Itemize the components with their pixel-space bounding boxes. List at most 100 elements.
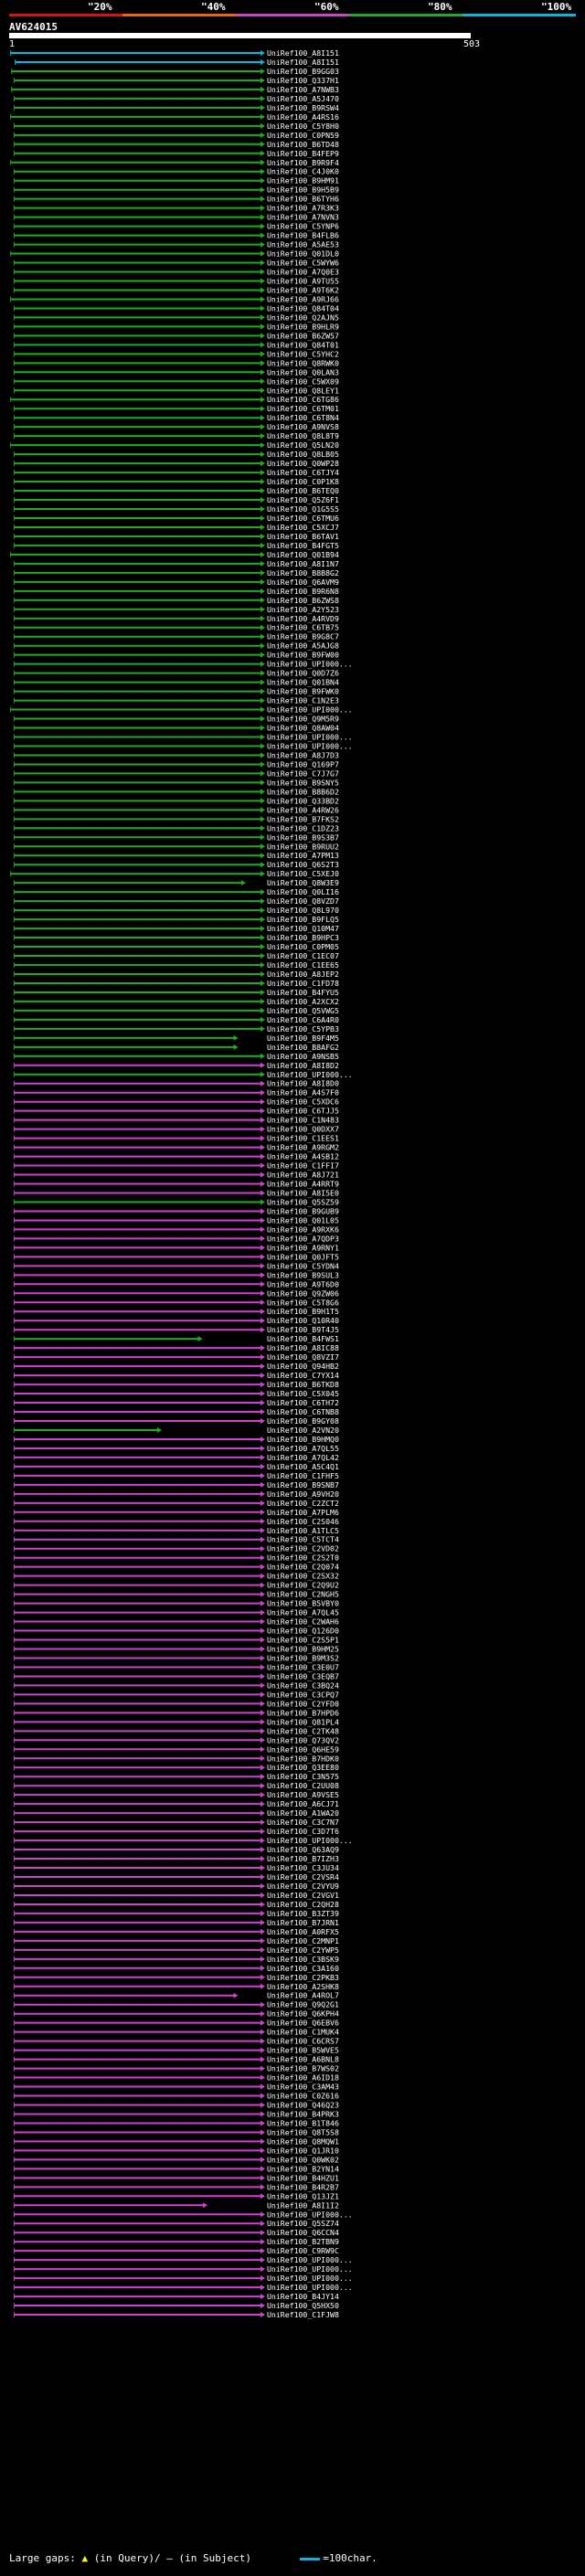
hit-label[interactable]: UniRef100_C1N483 <box>267 1116 339 1125</box>
hit-label[interactable]: UniRef100_A7PLM6 <box>267 1508 339 1517</box>
hit-label[interactable]: UniRef100_Q6S2T3 <box>267 860 339 869</box>
hit-label[interactable]: UniRef100_A6BNL8 <box>267 2055 339 2064</box>
hit-label[interactable]: UniRef100_C1MUK4 <box>267 2028 339 2037</box>
hit-label[interactable]: UniRef100_B9FLQ5 <box>267 915 339 924</box>
hit-label[interactable]: UniRef100_A0RFX5 <box>267 1927 339 1936</box>
hit-label[interactable]: UniRef100_A7PM13 <box>267 851 339 860</box>
hit-label[interactable]: UniRef100_Q5HX50 <box>267 2301 339 2310</box>
hit-label[interactable]: UniRef100_C5WYW6 <box>267 259 339 268</box>
hit-label[interactable]: UniRef100_A8J7D3 <box>267 750 339 759</box>
hit-label[interactable]: UniRef100_C2QH28 <box>267 1900 339 1909</box>
hit-label[interactable]: UniRef100_C3A160 <box>267 1964 339 1973</box>
hit-label[interactable]: UniRef100_C6TB75 <box>267 623 339 632</box>
hit-label[interactable]: UniRef100_C6CRS7 <box>267 2037 339 2046</box>
hit-label[interactable]: UniRef100_C7J7G7 <box>267 769 339 778</box>
hit-label[interactable]: UniRef100_C2VGV1 <box>267 1891 339 1900</box>
hit-label[interactable]: UniRef100_C3CPQ7 <box>267 1690 339 1699</box>
hit-label[interactable]: UniRef100_B7HDK0 <box>267 1754 339 1763</box>
hit-label[interactable]: UniRef100_Q0JFT5 <box>267 1252 339 1261</box>
hit-label[interactable]: UniRef100_A8I8D0 <box>267 1079 339 1088</box>
hit-label[interactable]: UniRef100_C2UU08 <box>267 1781 339 1790</box>
hit-label[interactable]: UniRef100_A9RJ66 <box>267 294 339 303</box>
hit-label[interactable]: UniRef100_C1EE65 <box>267 960 339 970</box>
hit-label[interactable]: UniRef100_B9G8C7 <box>267 632 339 641</box>
hit-label[interactable]: UniRef100_A2SHK8 <box>267 1982 339 1991</box>
hit-label[interactable]: UniRef100_UPI000... <box>267 2210 353 2219</box>
hit-label[interactable]: UniRef100_C3JU34 <box>267 1863 339 1872</box>
hit-label[interactable]: UniRef100_A7QL45 <box>267 1608 339 1617</box>
hit-label[interactable]: UniRef100_C6TH72 <box>267 1398 339 1407</box>
hit-label[interactable]: UniRef100_A6ID18 <box>267 2073 339 2083</box>
hit-label[interactable]: UniRef100_Q8W3E9 <box>267 878 339 887</box>
hit-label[interactable]: UniRef100_A4S7F0 <box>267 1088 339 1097</box>
hit-label[interactable]: UniRef100_B9HM25 <box>267 1645 339 1654</box>
hit-label[interactable]: UniRef100_B7FKS2 <box>267 814 339 823</box>
hit-label[interactable]: UniRef100_C2S046 <box>267 1517 339 1526</box>
hit-label[interactable]: UniRef100_C2MNP1 <box>267 1936 339 1945</box>
hit-label[interactable]: UniRef100_Q5LN20 <box>267 440 339 450</box>
hit-label[interactable]: UniRef100_UPI000... <box>267 2283 353 2292</box>
hit-label[interactable]: UniRef100_C1FJW8 <box>267 2310 339 2319</box>
hit-label[interactable]: UniRef100_B4R2B7 <box>267 2182 339 2191</box>
hit-label[interactable]: UniRef100_A4SB12 <box>267 1152 339 1161</box>
hit-label[interactable]: UniRef100_B3ZT39 <box>267 1909 339 1918</box>
hit-label[interactable]: UniRef100_C9RW9C <box>267 2246 339 2255</box>
hit-label[interactable]: UniRef100_Q9M5R9 <box>267 715 339 724</box>
hit-label[interactable]: UniRef100_Q5SZ74 <box>267 2219 339 2228</box>
hit-label[interactable]: UniRef100_B9SNB7 <box>267 1480 339 1489</box>
hit-label[interactable]: UniRef100_B6ZWS8 <box>267 596 339 605</box>
hit-label[interactable]: UniRef100_A1TLC5 <box>267 1526 339 1535</box>
hit-label[interactable]: UniRef100_C7YX14 <box>267 1371 339 1380</box>
hit-label[interactable]: UniRef100_C1DZ23 <box>267 823 339 832</box>
hit-label[interactable]: UniRef100_C5YDN4 <box>267 1261 339 1270</box>
hit-label[interactable]: UniRef100_A4RS16 <box>267 112 339 122</box>
hit-label[interactable]: UniRef100_C2VYU9 <box>267 1882 339 1891</box>
hit-label[interactable]: UniRef100_UPI000... <box>267 2264 353 2274</box>
hit-label[interactable]: UniRef100_B4HZU1 <box>267 2173 339 2182</box>
hit-label[interactable]: UniRef100_A8I1N7 <box>267 559 339 568</box>
hit-label[interactable]: UniRef100_A4ROL7 <box>267 1991 339 2000</box>
hit-label[interactable]: UniRef100_B9SUL3 <box>267 1270 339 1279</box>
hit-label[interactable]: UniRef100_Q6AVM9 <box>267 578 339 587</box>
hit-label[interactable]: UniRef100_A5AJG8 <box>267 641 339 651</box>
hit-label[interactable]: UniRef100_B9F4M5 <box>267 1034 339 1043</box>
hit-label[interactable]: UniRef100_A7NWB3 <box>267 85 339 94</box>
hit-label[interactable]: UniRef100_B8B6D2 <box>267 787 339 796</box>
hit-label[interactable]: UniRef100_C6TM01 <box>267 404 339 413</box>
hit-label[interactable]: UniRef100_C3AM43 <box>267 2083 339 2092</box>
hit-label[interactable]: UniRef100_Q94HB2 <box>267 1362 339 1371</box>
hit-label[interactable]: UniRef100_A9VH20 <box>267 1489 339 1499</box>
hit-label[interactable]: UniRef100_B9RUU2 <box>267 842 339 851</box>
hit-label[interactable]: UniRef100_C6TMU6 <box>267 514 339 523</box>
hit-label[interactable]: UniRef100_C2S2T0 <box>267 1553 339 1563</box>
hit-label[interactable]: UniRef100_A8I151 <box>267 48 339 58</box>
hit-label[interactable]: UniRef100_C2SX32 <box>267 1572 339 1581</box>
hit-label[interactable]: UniRef100_Q3EE80 <box>267 1763 339 1772</box>
hit-label[interactable]: UniRef100_B9T4J5 <box>267 1325 339 1334</box>
hit-label[interactable]: UniRef100_A5C4Q1 <box>267 1462 339 1471</box>
hit-label[interactable]: UniRef100_B9R6N8 <box>267 587 339 596</box>
hit-label[interactable]: UniRef100_B9H1T5 <box>267 1307 339 1316</box>
hit-label[interactable]: UniRef100_B5WVE5 <box>267 2046 339 2055</box>
hit-label[interactable]: UniRef100_B6TD48 <box>267 140 339 149</box>
hit-label[interactable]: UniRef100_B4FLB6 <box>267 231 339 240</box>
hit-label[interactable]: UniRef100_Q63AQ9 <box>267 1845 339 1854</box>
hit-label[interactable]: UniRef100_B5VBY0 <box>267 1599 339 1608</box>
hit-label[interactable]: UniRef100_Q01BN4 <box>267 678 339 687</box>
hit-label[interactable]: UniRef100_C2ZCT2 <box>267 1499 339 1508</box>
hit-label[interactable]: UniRef100_A8I151 <box>267 58 339 67</box>
hit-label[interactable]: UniRef100_B9GY08 <box>267 1416 339 1426</box>
hit-label[interactable]: UniRef100_Q6CCN4 <box>267 2228 339 2237</box>
hit-label[interactable]: UniRef100_C6TJY4 <box>267 468 339 477</box>
hit-label[interactable]: UniRef100_C5XEJ0 <box>267 869 339 878</box>
hit-label[interactable]: UniRef100_A9TU55 <box>267 277 339 286</box>
hit-label[interactable]: UniRef100_UPI000... <box>267 1836 353 1845</box>
hit-label[interactable]: UniRef100_A8I5E0 <box>267 1189 339 1198</box>
hit-label[interactable]: UniRef100_Q8MQW1 <box>267 2136 339 2146</box>
hit-label[interactable]: UniRef100_Q81PL4 <box>267 1717 339 1726</box>
hit-label[interactable]: UniRef100_B9R9F4 <box>267 158 339 167</box>
hit-label[interactable]: UniRef100_UPI000... <box>267 2255 353 2264</box>
hit-label[interactable]: UniRef100_C1FD78 <box>267 979 339 988</box>
hit-label[interactable]: UniRef100_Q01DL0 <box>267 249 339 259</box>
hit-label[interactable]: UniRef100_C2S5P1 <box>267 1636 339 1645</box>
